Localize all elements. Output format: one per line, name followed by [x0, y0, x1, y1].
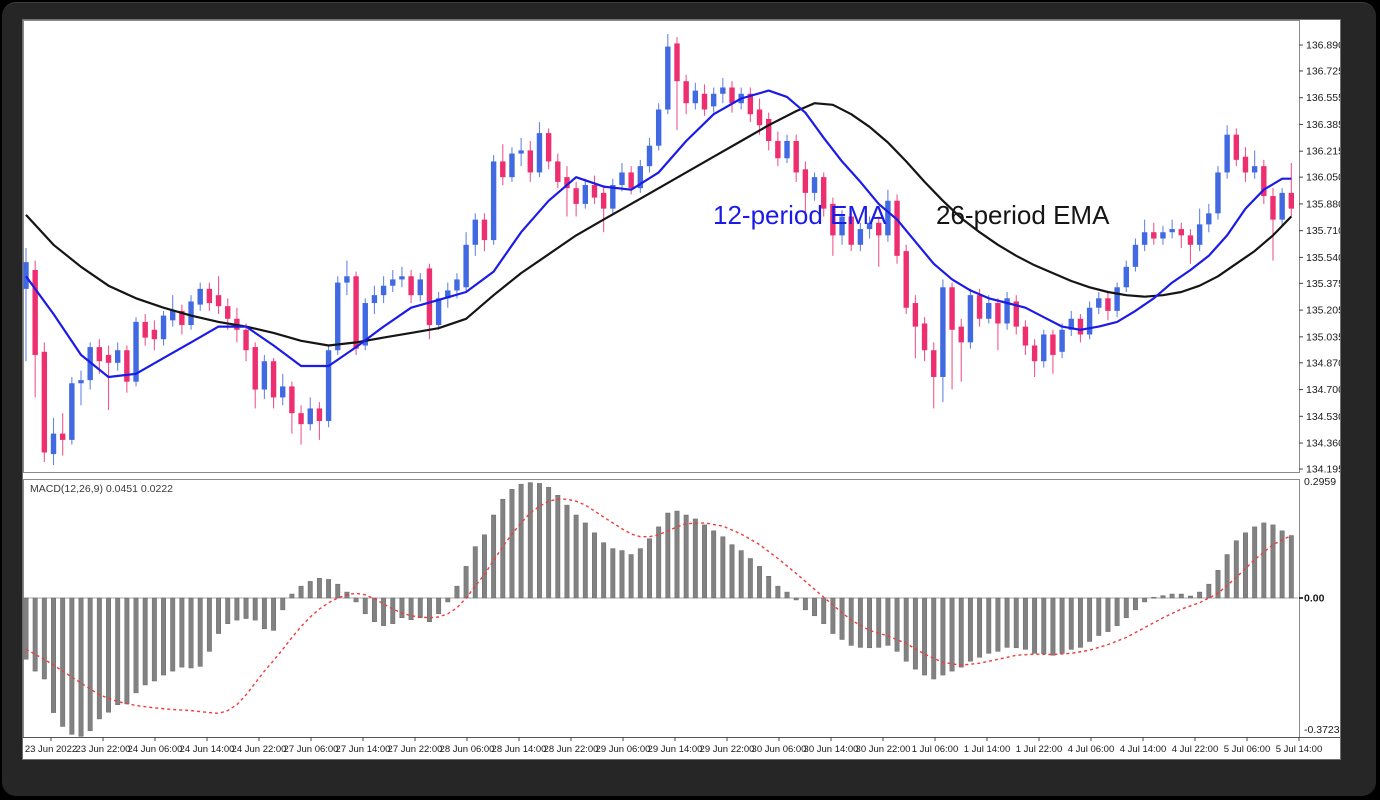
- svg-text:28 Jun 06:00: 28 Jun 06:00: [440, 744, 495, 755]
- price-axis[interactable]: [1299, 20, 1340, 737]
- svg-text:23 Jun 2022: 23 Jun 2022: [25, 744, 77, 755]
- svg-text:136.385: 136.385: [1306, 119, 1340, 131]
- ema12-annotation: 12-period EMA: [713, 200, 887, 230]
- svg-text:134.195: 134.195: [1306, 464, 1340, 476]
- chart-window: 136.890 136.725 136.555 136.385 136.215 136.0…: [22, 19, 1341, 760]
- svg-text:136.725: 136.725: [1306, 65, 1340, 77]
- svg-text:4 Jul 06:00: 4 Jul 06:00: [1068, 744, 1114, 755]
- svg-text:0.2959: 0.2959: [1304, 476, 1336, 488]
- macd-indicator-label: MACD(12,26,9) 0.0451 0.0222: [30, 483, 174, 495]
- macd-histogram: [23, 482, 1298, 737]
- svg-text:5 Jul 14:00: 5 Jul 14:00: [1276, 744, 1322, 755]
- svg-text:27 Jun 06:00: 27 Jun 06:00: [284, 744, 339, 755]
- svg-text:134.360: 134.360: [1306, 438, 1340, 450]
- svg-text:136.215: 136.215: [1306, 146, 1340, 158]
- svg-text:135.035: 135.035: [1306, 331, 1340, 343]
- svg-text:135.540: 135.540: [1306, 252, 1340, 264]
- svg-text:23 Jun 22:00: 23 Jun 22:00: [76, 744, 131, 755]
- svg-text:1 Jul 22:00: 1 Jul 22:00: [1016, 744, 1062, 755]
- svg-text:1 Jul 06:00: 1 Jul 06:00: [912, 744, 958, 755]
- svg-text:136.050: 136.050: [1306, 172, 1340, 184]
- ema12-line: [25, 89, 1292, 379]
- svg-text:136.890: 136.890: [1306, 40, 1340, 52]
- svg-text:-0.3723: -0.3723: [1304, 724, 1340, 736]
- svg-text:134.530: 134.530: [1306, 411, 1340, 423]
- candles-series: [23, 33, 1295, 466]
- ema26-annotation: 26-period EMA: [936, 200, 1110, 230]
- svg-text:24 Jun 14:00: 24 Jun 14:00: [180, 744, 235, 755]
- svg-text:24 Jun 22:00: 24 Jun 22:00: [232, 744, 287, 755]
- svg-text:135.710: 135.710: [1306, 225, 1340, 237]
- svg-text:27 Jun 14:00: 27 Jun 14:00: [336, 744, 391, 755]
- svg-text:134.700: 134.700: [1306, 384, 1340, 396]
- svg-text:5 Jul 06:00: 5 Jul 06:00: [1224, 744, 1270, 755]
- svg-text:0.00: 0.00: [1304, 593, 1325, 605]
- macd-axis-labels: 0.2959 0.00 -0.3723: [1299, 476, 1340, 736]
- ema26-line: [25, 102, 1293, 347]
- svg-text:30 Jun 22:00: 30 Jun 22:00: [856, 744, 911, 755]
- svg-text:29 Jun 14:00: 29 Jun 14:00: [648, 744, 703, 755]
- svg-text:135.880: 135.880: [1306, 198, 1340, 210]
- svg-text:4 Jul 22:00: 4 Jul 22:00: [1172, 744, 1218, 755]
- price-panel: [23, 20, 1300, 473]
- svg-text:29 Jun 22:00: 29 Jun 22:00: [700, 744, 755, 755]
- svg-text:24 Jun 06:00: 24 Jun 06:00: [128, 744, 183, 755]
- price-chart-area[interactable]: [23, 20, 1299, 472]
- svg-text:134.870: 134.870: [1306, 357, 1340, 369]
- svg-text:136.555: 136.555: [1306, 92, 1340, 104]
- svg-text:30 Jun 06:00: 30 Jun 06:00: [752, 744, 807, 755]
- svg-text:28 Jun 14:00: 28 Jun 14:00: [492, 744, 547, 755]
- svg-text:30 Jun 14:00: 30 Jun 14:00: [804, 744, 859, 755]
- svg-text:28 Jun 22:00: 28 Jun 22:00: [544, 744, 599, 755]
- macd-chart-area[interactable]: [23, 479, 1299, 737]
- time-axis[interactable]: [23, 737, 1340, 759]
- svg-text:4 Jul 14:00: 4 Jul 14:00: [1120, 744, 1166, 755]
- svg-text:1 Jul 14:00: 1 Jul 14:00: [964, 744, 1010, 755]
- macd-signal-line: [25, 498, 1292, 715]
- chart-canvas: 136.890 136.725 136.555 136.385 136.215 136.0…: [23, 20, 1340, 755]
- panel-divider[interactable]: [23, 472, 1299, 479]
- svg-text:135.205: 135.205: [1306, 305, 1340, 317]
- price-axis-labels: 136.890 136.725 136.555 136.385 136.215 136.0…: [1299, 40, 1340, 476]
- svg-text:27 Jun 22:00: 27 Jun 22:00: [388, 744, 443, 755]
- svg-text:135.375: 135.375: [1306, 278, 1340, 290]
- svg-text:29 Jun 06:00: 29 Jun 06:00: [596, 744, 651, 755]
